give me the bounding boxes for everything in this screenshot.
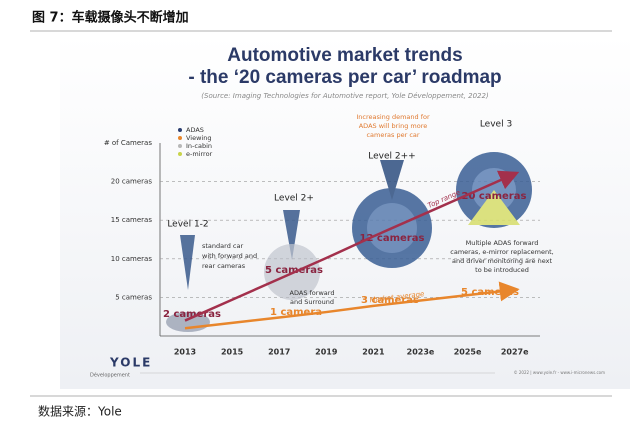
note: cameras per car: [366, 131, 419, 139]
camera-count: 3 cameras: [361, 295, 419, 306]
x-tick-label: 2023e: [407, 348, 435, 357]
x-tick-label: 2021: [362, 348, 385, 357]
legend-dot: [178, 128, 182, 132]
legend-label: ADAS: [186, 126, 204, 134]
level-label: Level 2++: [368, 152, 415, 162]
data-source: 数据来源：Yole: [38, 404, 122, 419]
camera-count: 1 camera: [270, 307, 322, 318]
legend-dot: [178, 136, 182, 140]
title: Automotive market trends: [227, 45, 462, 66]
level-label: Level 2+: [274, 194, 314, 204]
note: cameras, e-mirror replacement,: [450, 248, 553, 256]
grid: [159, 143, 540, 337]
series-line: [184, 281, 520, 330]
note: with forward and: [202, 252, 257, 260]
note: ADAS forward: [290, 289, 335, 297]
y-tick-label: 10 cameras: [111, 255, 153, 263]
note: to be introduced: [475, 266, 529, 274]
level-label: Level 1-2: [167, 220, 208, 230]
logo-sub: Développement: [90, 372, 130, 379]
y-tick-label: 20 cameras: [111, 178, 153, 186]
y-axis-label: # of Cameras: [104, 139, 153, 147]
camera-count: 20 cameras: [462, 191, 527, 202]
legend-dot: [178, 144, 182, 148]
note: standard car: [202, 242, 243, 250]
y-tick-label: 15 cameras: [111, 216, 153, 224]
legend-label: In-cabin: [186, 142, 212, 150]
note: and driver monitoring are next: [452, 257, 552, 265]
copyright: © 2022 | www.yole.fr - www.i-micronews.c…: [514, 370, 606, 375]
camera-count: 5 cameras: [265, 265, 323, 276]
x-tick-label: 2013: [174, 348, 196, 357]
subtitle: - the ‘20 cameras per car’ roadmap: [188, 67, 501, 88]
series-line: [184, 170, 520, 322]
note: and Surround: [290, 298, 334, 306]
camera-count: 2 cameras: [163, 309, 221, 320]
y-tick-label: 5 cameras: [115, 293, 152, 301]
legend-label: Viewing: [186, 134, 211, 142]
x-tick-label: 2017: [268, 348, 290, 357]
x-tick-label: 2015: [221, 348, 244, 357]
x-tick-label: 2025e: [454, 348, 482, 357]
note: Increasing demand for: [356, 113, 430, 121]
source-note: (Source: Imaging Technologies for Automo…: [201, 92, 489, 100]
note: ADAS will bring more: [359, 122, 428, 130]
figure-caption: 图 7：车载摄像头不断增加: [32, 10, 189, 26]
legend-dot: [178, 152, 182, 156]
figure-bg: [60, 35, 630, 389]
camera-count: 12 cameras: [360, 233, 425, 244]
level-label: Level 3: [480, 120, 512, 130]
legend-label: e-mirror: [186, 150, 213, 158]
note: Multiple ADAS forward: [466, 239, 539, 247]
note: rear cameras: [202, 262, 246, 270]
x-tick-label: 2019: [315, 348, 338, 357]
logo: YOLE: [109, 356, 152, 370]
x-tick-label: 2027e: [501, 348, 529, 357]
